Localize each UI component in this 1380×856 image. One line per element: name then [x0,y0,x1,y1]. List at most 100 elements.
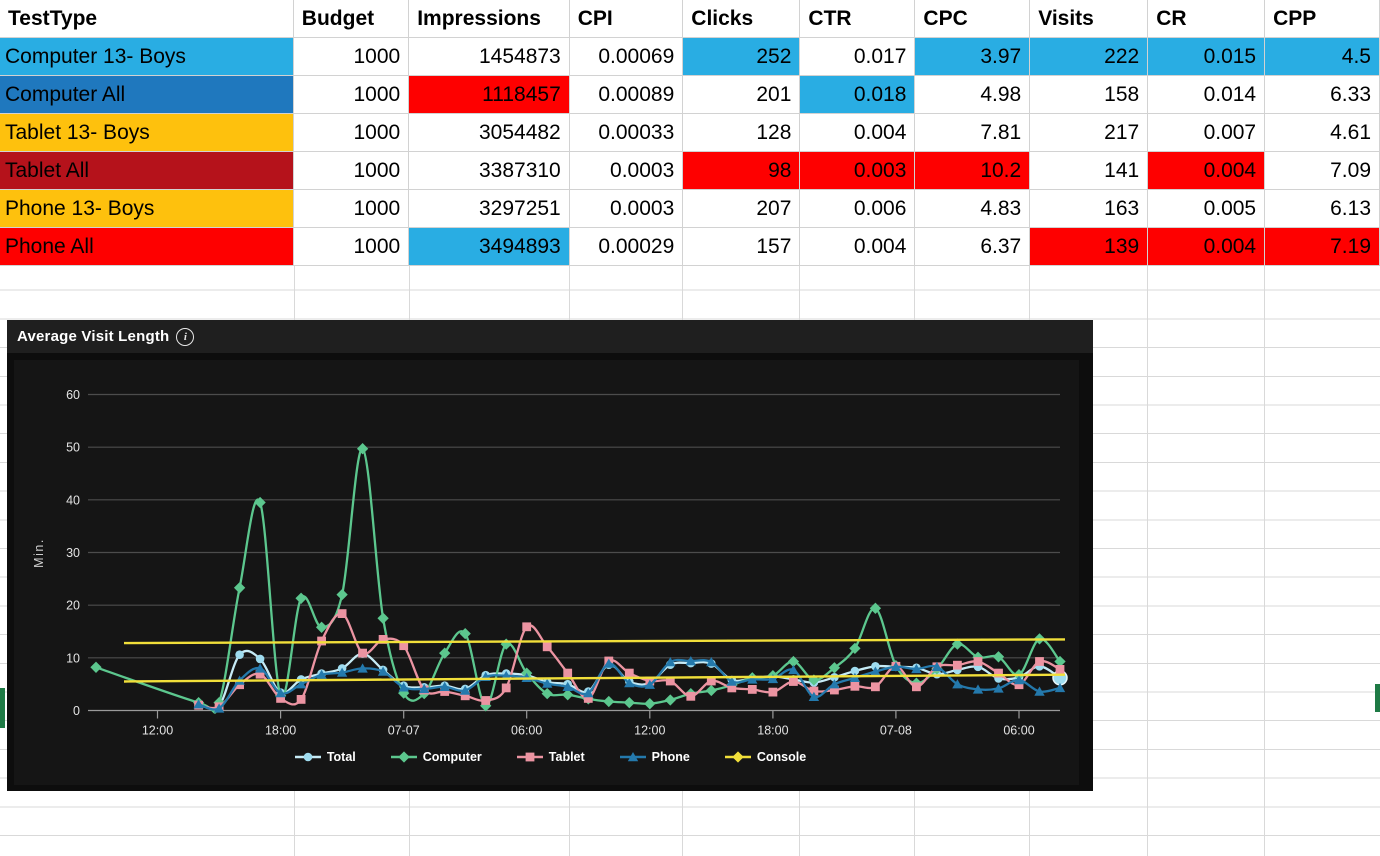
data-cell[interactable]: 158 [1029,75,1149,114]
data-cell[interactable]: 1118457 [408,75,570,114]
metrics-table-body: Computer 13- Boys 1000 1454873 0.00069 252 0.… [0,37,1380,266]
data-cell[interactable]: 0.007 [1147,113,1266,152]
data-cell[interactable]: 0.004 [799,227,916,266]
data-cell[interactable]: 4.83 [914,189,1031,228]
column-header[interactable]: CPC [914,0,1031,38]
data-cell[interactable]: 1000 [292,113,410,152]
data-cell[interactable]: 4.5 [1264,37,1380,76]
data-cell[interactable]: 0.004 [1147,227,1266,266]
data-cell[interactable]: 3.97 [914,37,1031,76]
data-cell[interactable]: 7.09 [1264,151,1380,190]
legend-label: Phone [651,750,690,764]
metrics-table-header: TestType Budget Impressions CPI Clicks CTR CPC… [0,0,1380,38]
data-cell[interactable]: 0.006 [799,189,916,228]
data-cell[interactable]: 6.37 [914,227,1031,266]
svg-text:10: 10 [66,651,80,665]
svg-text:0: 0 [73,704,80,718]
data-cell[interactable]: 252 [682,37,801,76]
data-cell[interactable]: 217 [1029,113,1149,152]
data-cell[interactable]: 222 [1029,37,1149,76]
column-header[interactable]: Impressions [408,0,570,38]
legend-item-tablet[interactable]: Tablet [516,750,585,764]
selection-handle-right[interactable] [1375,684,1380,712]
data-cell[interactable]: 1000 [292,37,410,76]
data-cell[interactable]: 6.33 [1264,75,1380,114]
column-header[interactable]: Visits [1029,0,1149,38]
data-cell[interactable]: 157 [682,227,801,266]
table-row: Phone All 1000 3494893 0.00029 157 0.004 6.37 1… [0,227,1380,266]
svg-text:20: 20 [66,599,80,613]
column-header[interactable]: CTR [799,0,916,38]
data-cell[interactable]: 7.81 [914,113,1031,152]
data-cell[interactable]: 6.13 [1264,189,1380,228]
legend-item-computer[interactable]: Computer [390,750,482,764]
data-cell[interactable]: 0.014 [1147,75,1266,114]
data-cell[interactable]: 0.00029 [568,227,684,266]
data-cell[interactable]: 163 [1029,189,1149,228]
data-cell[interactable]: 0.0003 [568,189,684,228]
table-row: Tablet 13- Boys 1000 3054482 0.00033 128 0.00… [0,113,1380,152]
column-header[interactable]: CPP [1264,0,1380,38]
data-cell[interactable]: 139 [1029,227,1149,266]
svg-text:12:00: 12:00 [634,724,665,738]
data-cell[interactable]: 0.015 [1147,37,1266,76]
svg-text:30: 30 [66,546,80,560]
data-cell[interactable]: 1000 [292,75,410,114]
data-cell[interactable]: 3054482 [408,113,570,152]
data-cell[interactable]: 0.00033 [568,113,684,152]
series-line-console [123,638,1066,645]
row-label-cell[interactable]: Phone All [0,227,294,266]
legend-swatch-phone [619,752,646,762]
data-cell[interactable]: 201 [682,75,801,114]
data-cell[interactable]: 1000 [292,151,410,190]
legend-item-console[interactable]: Console [724,750,806,764]
series-line-console [123,673,1066,683]
data-cell[interactable]: 98 [682,151,801,190]
data-cell[interactable]: 0.0003 [568,151,684,190]
data-cell[interactable]: 207 [682,189,801,228]
info-icon[interactable]: i [176,327,195,346]
legend-label: Tablet [548,750,585,764]
data-cell[interactable]: 0.00089 [568,75,684,114]
column-header[interactable]: CPI [568,0,684,38]
legend-swatch-console [724,751,751,763]
data-cell[interactable]: 3387310 [408,151,570,190]
column-header[interactable]: TestType [0,0,294,38]
svg-text:06:00: 06:00 [511,724,542,738]
data-cell[interactable]: 1454873 [408,37,570,76]
column-header[interactable]: Budget [292,0,410,38]
data-cell[interactable]: 0.003 [799,151,916,190]
row-label-cell[interactable]: Tablet 13- Boys [0,113,294,152]
selection-handle-left[interactable] [0,688,5,728]
data-cell[interactable]: 0.018 [799,75,916,114]
legend-item-total[interactable]: Total [294,750,356,764]
row-label-cell[interactable]: Computer 13- Boys [0,37,294,76]
data-cell[interactable]: 4.61 [1264,113,1380,152]
legend-item-phone[interactable]: Phone [619,750,690,764]
data-cell[interactable]: 3297251 [408,189,570,228]
data-cell[interactable]: 4.98 [914,75,1031,114]
data-cell[interactable]: 0.00069 [568,37,684,76]
table-row: Computer All 1000 1118457 0.00089 201 0.018 4.… [0,75,1380,114]
data-cell[interactable]: 10.2 [914,151,1031,190]
chart-panel: Average Visit Length i 0 10 20 30 40 50 60 12:0… [7,320,1093,791]
data-cell[interactable]: 0.017 [799,37,916,76]
data-cell[interactable]: 7.19 [1264,227,1380,266]
data-cell[interactable]: 1000 [292,227,410,266]
chart-legend: Total Computer Tablet Phone Console [7,750,1093,764]
data-cell[interactable]: 0.004 [799,113,916,152]
column-header[interactable]: CR [1147,0,1266,38]
data-cell[interactable]: 1000 [292,189,410,228]
data-cell[interactable]: 0.005 [1147,189,1266,228]
metrics-table: TestType Budget Impressions CPI Clicks CTR CPC… [0,0,1380,266]
row-label-cell[interactable]: Phone 13- Boys [0,189,294,228]
legend-swatch-tablet [516,752,543,762]
row-label-cell[interactable]: Computer All [0,75,294,114]
data-cell[interactable]: 128 [682,113,801,152]
data-cell[interactable]: 0.004 [1147,151,1266,190]
column-header[interactable]: Clicks [682,0,801,38]
row-label-cell[interactable]: Tablet All [0,151,294,190]
data-cell[interactable]: 141 [1029,151,1149,190]
svg-text:18:00: 18:00 [265,724,296,738]
data-cell[interactable]: 3494893 [408,227,570,266]
